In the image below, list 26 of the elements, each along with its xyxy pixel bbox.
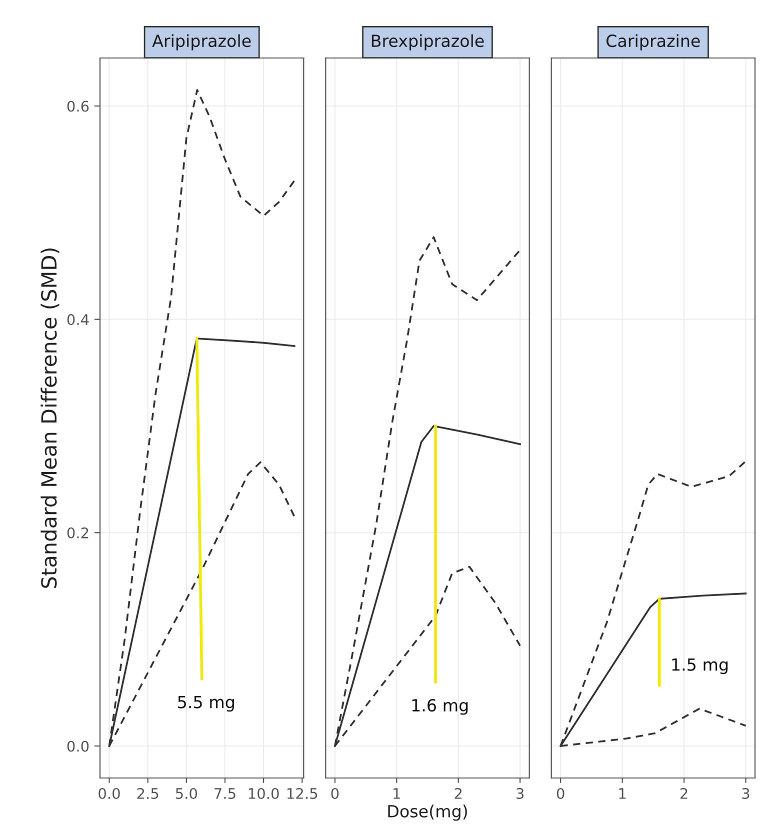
x-tick-label: 2.5 [137,788,158,800]
y-tick-label: 0.2 [67,527,88,538]
y-axis-title: Standard Mean Difference (SMD) [40,248,60,588]
chart-title: Brexpiprazole [372,34,484,50]
x-tick-label: 2 [680,788,688,799]
x-tick-label: 1 [619,788,626,799]
x-tick-label: 12.5 [287,788,318,800]
x-axis-title: Dose(mg) [388,804,467,821]
y-tick-label: 0.4 [67,314,89,326]
x-tick-label: 10.0 [248,788,279,800]
y-tick-label: 0.0 [67,740,89,752]
x-tick-label: 7.5 [214,788,236,800]
x-tick-label: 0.0 [98,788,120,800]
chart-title: Aripiprazole [152,34,251,50]
annotation: 1.6 mg [412,698,468,715]
x-tick-label: 1 [394,788,400,799]
x-tick-label: 3 [516,788,524,800]
x-tick-label: 5.0 [176,788,198,800]
x-tick-label: 3 [742,788,750,800]
x-tick-label: 0 [556,788,564,800]
annotation: 5.5 mg [178,696,234,712]
x-tick-label: 0 [331,788,339,800]
x-tick-label: 2 [454,788,462,799]
annotation: 1.5 mg [672,658,728,674]
y-tick-label: 0.6 [67,100,89,112]
chart-title: Cariprazine [606,34,700,50]
